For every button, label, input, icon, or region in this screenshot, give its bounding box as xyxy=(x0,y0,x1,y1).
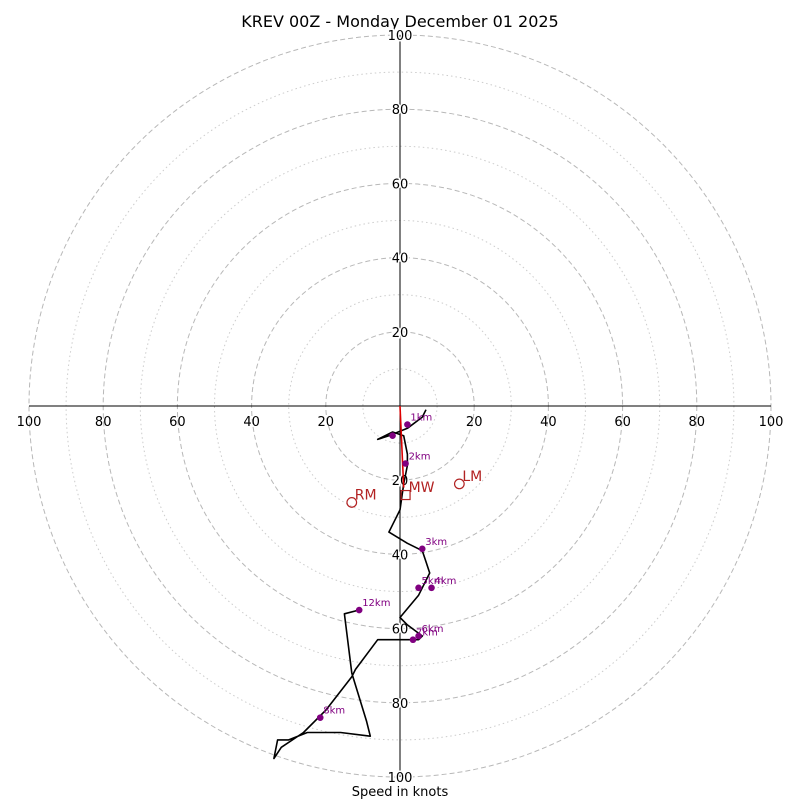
height-marker-point xyxy=(415,632,422,640)
mean-wind-marker xyxy=(400,489,411,501)
storm-motion-marker xyxy=(453,478,465,490)
storm-motion: RM LM MW xyxy=(346,469,482,508)
height-marker-label: 12km xyxy=(362,598,390,609)
height-marker-label: 1km xyxy=(410,413,432,424)
height-marker-point xyxy=(409,636,417,644)
height-marker-label: 8km xyxy=(323,706,345,717)
y-tick-label: 80 xyxy=(392,103,409,118)
y-tick-label: 60 xyxy=(392,623,409,638)
x-tick-label: 60 xyxy=(614,415,631,430)
x-axis-label: Speed in knots xyxy=(352,785,449,800)
y-tick-label: 60 xyxy=(392,177,409,192)
storm-motion-label: RM xyxy=(355,487,377,503)
x-tick-label: 100 xyxy=(17,415,42,430)
height-marker-point xyxy=(415,584,422,592)
height-marker-label: 3km xyxy=(425,537,447,548)
height-marker-point xyxy=(404,421,411,428)
storm-motion-label: MW xyxy=(409,480,435,496)
height-marker-label: 2km xyxy=(409,452,431,463)
height-marker-point xyxy=(389,432,396,439)
y-tick-label: 80 xyxy=(392,697,409,712)
height-marker-label: 5km xyxy=(422,576,444,587)
x-tick-label: 40 xyxy=(243,415,260,430)
height-marker-label: 6km xyxy=(422,624,444,635)
y-tick-label: 20 xyxy=(392,326,409,341)
x-tick-label: 100 xyxy=(759,415,784,430)
y-tick-label: 100 xyxy=(388,771,413,786)
y-tick-label: 40 xyxy=(392,252,409,267)
x-tick-label: 40 xyxy=(540,415,557,430)
storm-motion-marker xyxy=(346,497,358,508)
y-tick-label: 100 xyxy=(388,29,413,44)
height-marker-point xyxy=(402,460,409,467)
shear-vector-line xyxy=(399,405,405,488)
height-marker-point xyxy=(355,606,363,614)
x-tick-label: 80 xyxy=(689,415,706,430)
height-marker-label: 4km xyxy=(435,576,457,587)
chart-title: KREV 00Z - Monday December 01 2025 xyxy=(241,12,558,31)
x-tick-label: 20 xyxy=(318,415,335,430)
storm-motion-label: LM xyxy=(462,469,482,485)
x-tick-label: 60 xyxy=(169,415,186,430)
height-marker-point xyxy=(428,584,435,592)
height-marker-label: 7km xyxy=(416,628,438,639)
y-tick-label: 40 xyxy=(392,548,409,563)
wind-trace xyxy=(273,405,431,760)
x-tick-label: 20 xyxy=(466,415,483,430)
height-marker-point xyxy=(316,714,324,721)
hodograph-trace-line xyxy=(273,409,431,760)
x-tick-label: 80 xyxy=(95,415,112,430)
height-marker-point xyxy=(418,545,426,553)
